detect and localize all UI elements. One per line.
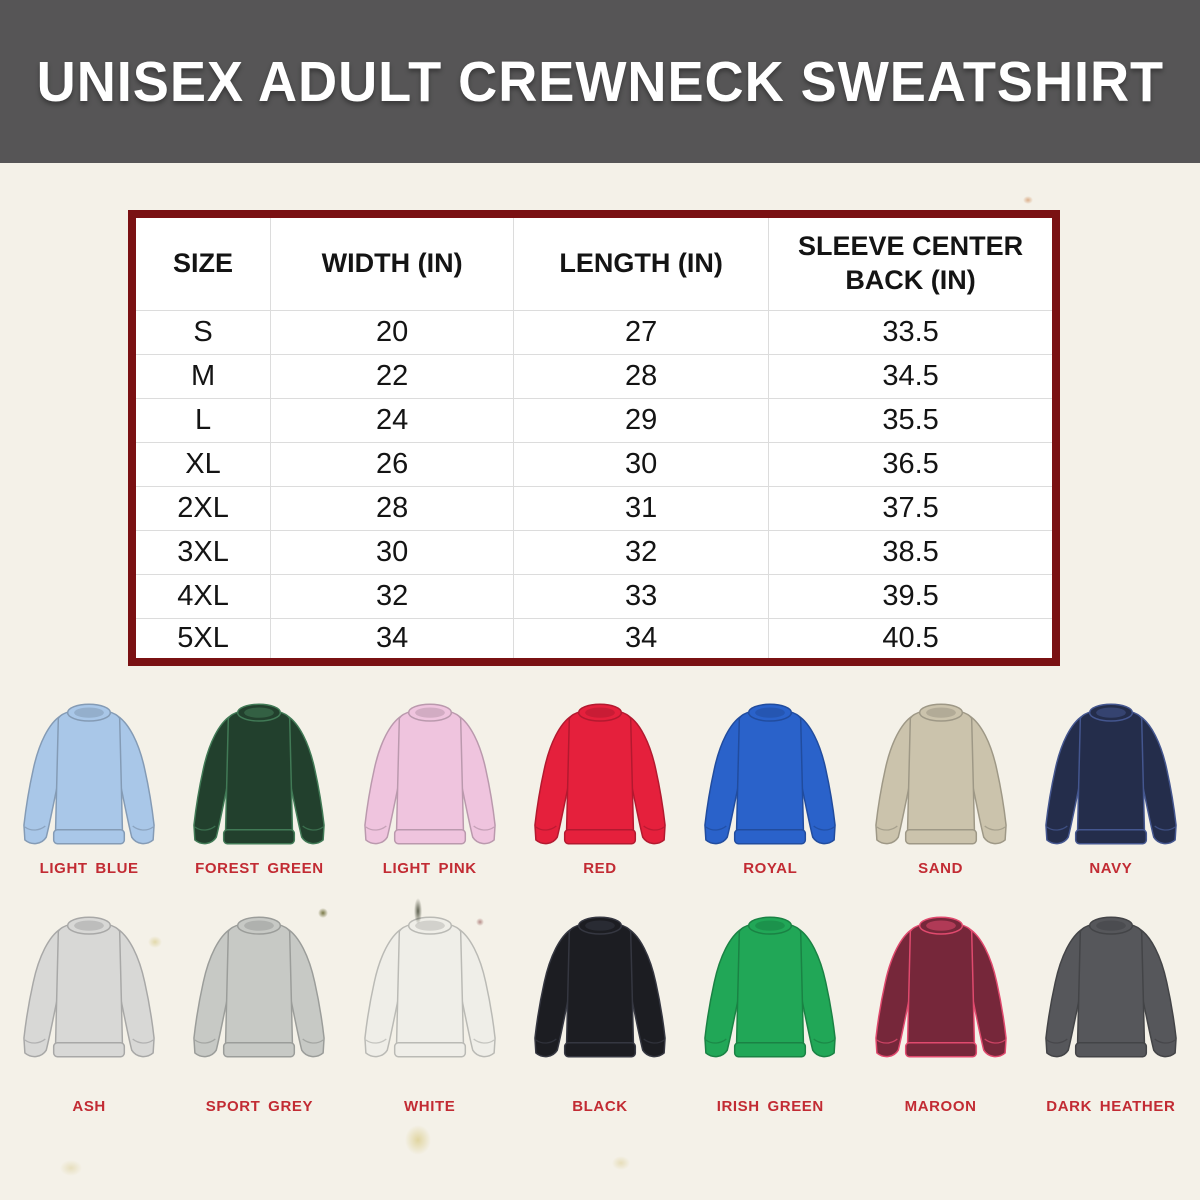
- colorway-label: BLACK: [572, 1098, 628, 1115]
- sleeve-cell: 39.5: [768, 573, 1057, 619]
- stain-speck: [405, 1125, 431, 1155]
- sleeve-cell: 37.5: [768, 485, 1057, 531]
- colorway-swatch: FOREST GREEN: [174, 690, 344, 877]
- sleeve-cell: 40.5: [768, 617, 1057, 663]
- crewneck-sweatshirt-icon: [704, 703, 837, 845]
- size-cell: XL: [131, 441, 272, 487]
- size-chart-row: M 22 28 34.5: [131, 353, 1057, 399]
- size-cell: L: [131, 397, 272, 443]
- crewneck-sweatshirt-icon: [874, 703, 1007, 845]
- crewneck-sweatshirt-icon: [363, 916, 496, 1058]
- size-chart-row: 3XL 30 32 38.5: [131, 529, 1057, 575]
- crewneck-sweatshirt-icon: [704, 916, 837, 1058]
- length-cell: 29: [513, 397, 770, 443]
- col-header-width: WIDTH (IN): [270, 213, 515, 311]
- size-chart-row: 4XL 32 33 39.5: [131, 573, 1057, 619]
- size-chart-row: 2XL 28 31 37.5: [131, 485, 1057, 531]
- sleeve-cell: 35.5: [768, 397, 1057, 443]
- width-cell: 26: [270, 441, 515, 487]
- size-chart-row: 5XL 34 34 40.5: [131, 617, 1057, 663]
- crewneck-sweatshirt-icon: [193, 703, 326, 845]
- sleeve-cell: 36.5: [768, 441, 1057, 487]
- crewneck-sweatshirt-icon: [363, 703, 496, 845]
- stain-speck: [1023, 196, 1033, 204]
- colorway-swatch: NAVY: [1026, 690, 1196, 877]
- colorway-swatch: DARK HEATHER: [1026, 903, 1196, 1115]
- colorway-swatch: SPORT GREY: [174, 903, 344, 1115]
- col-header-sleeve-center-back: SLEEVE CENTER BACK (IN): [768, 213, 1057, 311]
- stain-speck: [612, 1156, 630, 1170]
- colorway-swatch: SAND: [855, 690, 1025, 877]
- colorway-label: WHITE: [404, 1098, 456, 1115]
- colorway-swatch: IRISH GREEN: [685, 903, 855, 1115]
- crewneck-sweatshirt-icon: [23, 916, 155, 1058]
- colorway-label: SAND: [918, 860, 964, 877]
- width-cell: 32: [270, 573, 515, 619]
- col-header-size: SIZE: [131, 213, 272, 311]
- length-cell: 34: [513, 617, 770, 663]
- colorway-label: MAROON: [904, 1098, 977, 1115]
- colorway-row-1: LIGHT BLUE FOREST GREEN: [4, 690, 1196, 877]
- title-banner: UNISEX ADULT CREWNECK SWEATSHIRT: [0, 0, 1200, 163]
- colorway-label: NAVY: [1089, 860, 1133, 877]
- width-cell: 28: [270, 485, 515, 531]
- crewneck-sweatshirt-icon: [23, 703, 155, 845]
- stain-speck: [60, 1160, 82, 1176]
- width-cell: 34: [270, 617, 515, 663]
- colorway-swatch: RED: [515, 690, 685, 877]
- width-cell: 20: [270, 309, 515, 355]
- colorway-swatch: ROYAL: [685, 690, 855, 877]
- colorway-label: IRISH GREEN: [716, 1098, 824, 1115]
- size-chart-body: S 20 27 33.5 M 22 28 34.5 L 24 29 35.5 X…: [131, 309, 1057, 663]
- size-cell: 4XL: [131, 573, 272, 619]
- size-cell: 5XL: [131, 617, 272, 663]
- crewneck-sweatshirt-icon: [534, 916, 666, 1058]
- colorway-label: LIGHT PINK: [382, 860, 477, 877]
- colorway-label: ASH: [72, 1098, 106, 1115]
- size-chart-row: L 24 29 35.5: [131, 397, 1057, 443]
- length-cell: 28: [513, 353, 770, 399]
- colorway-label: DARK HEATHER: [1046, 1098, 1176, 1115]
- crewneck-sweatshirt-icon: [534, 703, 666, 845]
- crewneck-sweatshirt-icon: [1045, 916, 1177, 1058]
- crewneck-sweatshirt-icon: [874, 916, 1007, 1058]
- length-cell: 31: [513, 485, 770, 531]
- size-chart-header: SIZE WIDTH (IN) LENGTH (IN) SLEEVE CENTE…: [131, 213, 1057, 311]
- size-cell: S: [131, 309, 272, 355]
- col-header-length: LENGTH (IN): [513, 213, 770, 311]
- sleeve-cell: 34.5: [768, 353, 1057, 399]
- colorway-swatch: LIGHT BLUE: [4, 690, 174, 877]
- width-cell: 22: [270, 353, 515, 399]
- colorway-swatch: MAROON: [855, 903, 1025, 1115]
- length-cell: 27: [513, 309, 770, 355]
- crewneck-sweatshirt-icon: [193, 916, 326, 1058]
- colorway-label: LIGHT BLUE: [39, 860, 139, 877]
- colorway-swatch: ASH: [4, 903, 174, 1115]
- crewneck-sweatshirt-icon: [1045, 703, 1177, 845]
- size-chart-table: SIZE WIDTH (IN) LENGTH (IN) SLEEVE CENTE…: [128, 210, 1060, 666]
- length-cell: 33: [513, 573, 770, 619]
- width-cell: 30: [270, 529, 515, 575]
- size-cell: 3XL: [131, 529, 272, 575]
- size-chart-row: XL 26 30 36.5: [131, 441, 1057, 487]
- colorway-label: FOREST GREEN: [195, 860, 324, 877]
- colorway-row-2: ASH SPORT GREY: [4, 903, 1196, 1115]
- size-cell: 2XL: [131, 485, 272, 531]
- length-cell: 32: [513, 529, 770, 575]
- header-row: SIZE WIDTH (IN) LENGTH (IN) SLEEVE CENTE…: [131, 213, 1057, 311]
- page-title: UNISEX ADULT CREWNECK SWEATSHIRT: [36, 49, 1164, 114]
- colorway-swatch: BLACK: [515, 903, 685, 1115]
- colorway-label: SPORT GREY: [205, 1098, 314, 1115]
- colorway-swatch: WHITE: [345, 903, 515, 1115]
- colorway-swatch: LIGHT PINK: [345, 690, 515, 877]
- size-cell: M: [131, 353, 272, 399]
- length-cell: 30: [513, 441, 770, 487]
- sleeve-cell: 38.5: [768, 529, 1057, 575]
- colorway-label: RED: [583, 860, 617, 877]
- size-chart-row: S 20 27 33.5: [131, 309, 1057, 355]
- width-cell: 24: [270, 397, 515, 443]
- colorway-label: ROYAL: [743, 860, 798, 877]
- sleeve-cell: 33.5: [768, 309, 1057, 355]
